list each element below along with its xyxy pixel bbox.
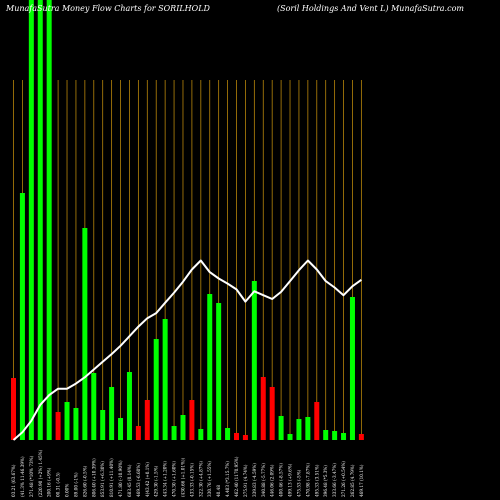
x-tick-label: 322.30 (+4.87%)	[198, 461, 203, 497]
x-tick-label: 446.06 (2.09%)	[270, 464, 275, 497]
x-tick-label: 271.26 (+0.54%)	[341, 461, 346, 497]
bar-inflow	[198, 429, 204, 440]
x-tick-label: 499.13 (+9.6%)	[288, 463, 293, 497]
x-tick-label: 683.45 (0.14%)	[127, 464, 132, 497]
bar-inflow	[251, 281, 257, 440]
x-tick-label: 433.33 (-0.15%)	[189, 463, 194, 497]
bar-outflow	[358, 434, 364, 440]
x-tick-label: 810.91 (+11.40%)	[109, 458, 114, 497]
x-tick-label: 826.60 (-0.5%)	[82, 465, 87, 497]
x-tick-label: (430.66 (+1.01%))	[180, 457, 185, 497]
bar-inflow	[349, 297, 355, 440]
bar-inflow	[171, 426, 177, 440]
x-tick-label: 200.16 (+9%)	[47, 467, 52, 497]
x-tick-label: 853.91 (+6.30%)	[100, 461, 105, 497]
x-tick-label: 340.88 (-5.77%)	[261, 463, 266, 497]
x-tick-label: 339.83 (-4.59%)	[252, 463, 257, 497]
x-tick-label: 330.76 (+1.55%)	[207, 461, 212, 497]
x-tick-label: 0.00%	[65, 484, 70, 497]
bar-outflow	[260, 377, 266, 440]
x-tick-label: 470.30 (+1.60%)	[172, 461, 177, 497]
x-tick-label: 262.85 (4.79%)	[350, 464, 355, 497]
x-tick-label: (220.90 (+2%) 1.45%)	[38, 449, 43, 497]
cumulative-flow-line	[12, 259, 362, 441]
bar-outflow	[314, 402, 320, 440]
x-tick-label: 4(43.42 (+0.1%)	[145, 462, 150, 497]
x-tick-label: 396.48 (*5.3%)	[323, 465, 328, 497]
bar-inflow	[73, 408, 79, 440]
x-tick-label: 469.17 (10.1%)	[359, 464, 364, 497]
bar-outflow	[234, 433, 239, 440]
bar-inflow	[109, 387, 115, 440]
bar-outflow	[11, 378, 16, 440]
x-tick-label: 271.48 (*10% 73%)	[29, 455, 34, 497]
bar-inflow	[225, 428, 231, 440]
x-tick-label: 333.66 (-3.47%)	[332, 463, 337, 497]
bar-outflow	[135, 426, 141, 440]
bar-inflow	[153, 339, 159, 440]
bar-outflow	[269, 387, 275, 440]
chart-title: MunafaSutra Money Flow Charts for SORILH…	[5, 4, 211, 13]
bar-outflow	[144, 400, 150, 440]
bar-outflow	[189, 400, 195, 440]
vertical-gridlines	[13, 80, 362, 440]
bar-inflow	[296, 419, 302, 440]
x-tick-label: 400.46 (-8.57%)	[279, 463, 284, 497]
bar-inflow	[341, 433, 347, 440]
money-flow-bars	[11, 0, 364, 440]
chart-subtitle: (Soril Holdings And Vent L) MunafaSutra.…	[277, 4, 464, 13]
x-tick-label: 275.91 (4.74%)	[243, 464, 248, 497]
x-tick-label: 806.40 (+10.39%)	[91, 458, 96, 497]
bar-outflow	[242, 435, 248, 440]
x-tick-label: 40.48	[216, 485, 221, 497]
x-tick-label: 03.21 (63.67%)	[11, 464, 16, 497]
x-tick-label: 495.33 (3.51%)	[314, 464, 319, 497]
bar-inflow	[323, 430, 329, 440]
bar-inflow	[37, 0, 43, 440]
x-tick-label: (41.3% 11:46.39%)	[20, 456, 25, 497]
x-tick-label: 443.34 (+1.20%)	[163, 461, 168, 497]
x-tick-label: 4.403 (*3.15.7%)	[225, 461, 230, 497]
bar-inflow	[332, 431, 338, 440]
bar-inflow	[180, 415, 186, 440]
bar-outflow	[55, 412, 61, 440]
x-tick-label: 469.53 (-6.60%)	[136, 463, 141, 497]
bar-inflow	[118, 418, 124, 440]
bar-inflow	[28, 0, 34, 440]
bar-inflow	[162, 319, 168, 440]
bar-inflow	[305, 417, 311, 440]
bar-inflow	[46, 0, 52, 440]
x-tick-label: 429.30 (-1.5%)	[154, 465, 159, 497]
bar-inflow	[126, 372, 132, 440]
bar-inflow	[82, 228, 88, 440]
bar-inflow	[278, 416, 284, 440]
x-tick-label: 89.00 (-1%)	[73, 472, 78, 497]
x-tick-labels: 03.21 (63.67%) (41.3% 11:46.39%) 271.48 (*…	[11, 449, 364, 497]
bar-inflow	[91, 373, 97, 440]
bar-inflow	[216, 303, 222, 440]
x-tick-label: 462.40 (1170.95%)	[234, 456, 239, 497]
bar-inflow	[19, 193, 25, 440]
x-tick-label: 470.98 (-7.87%)	[305, 463, 310, 497]
bar-inflow	[207, 294, 213, 440]
x-tick-label: 471.80 (-10.90%)	[118, 460, 123, 497]
bar-inflow	[100, 410, 106, 440]
bar-inflow	[64, 402, 70, 440]
bar-inflow	[287, 434, 293, 440]
x-tick-label: 475.53 (-5%)	[296, 469, 301, 497]
x-tick-label: 00.31 (-0.5)	[56, 472, 61, 497]
